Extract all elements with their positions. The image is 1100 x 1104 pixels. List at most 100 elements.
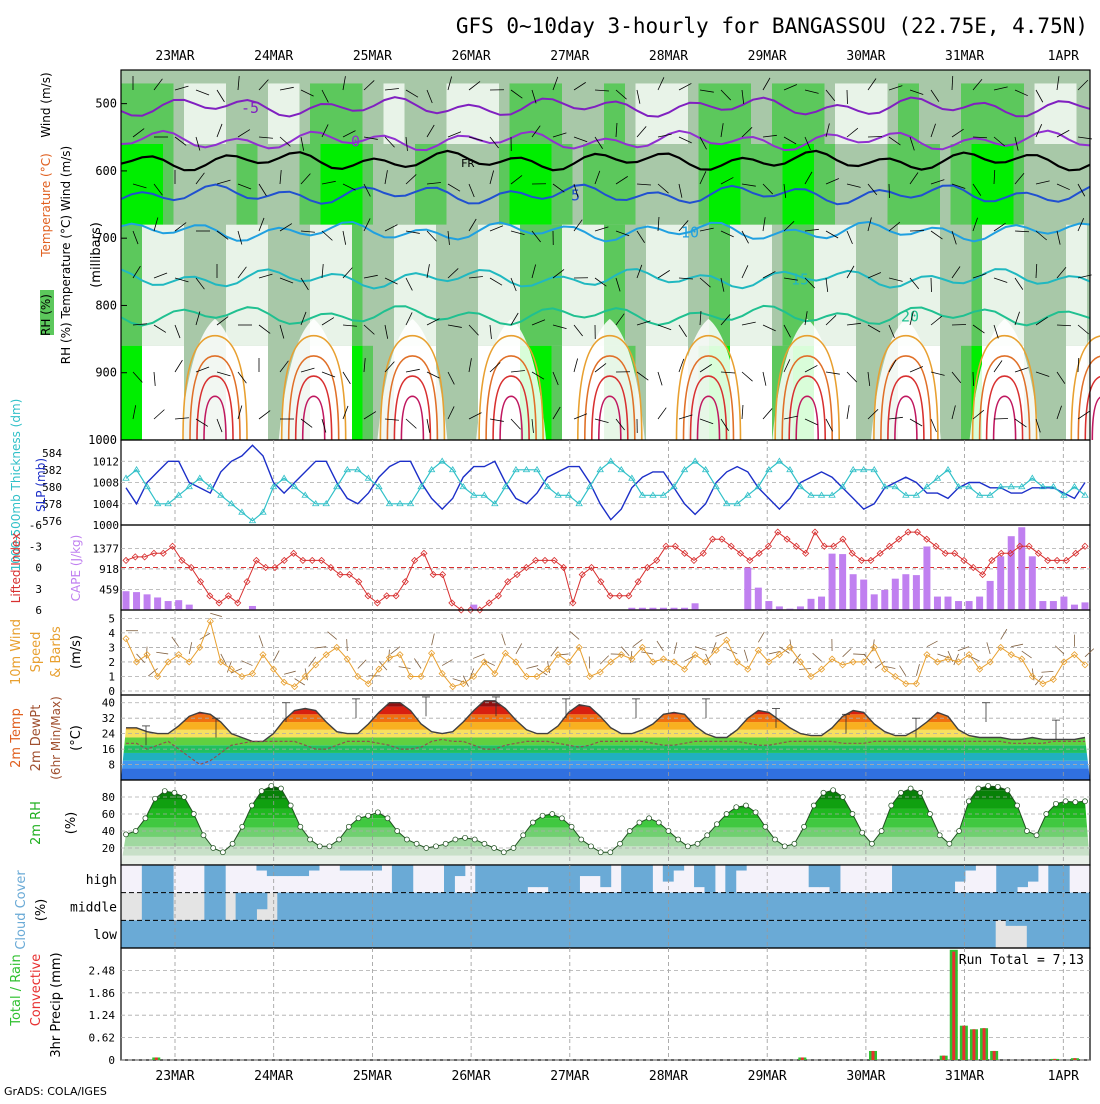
cape-bar — [808, 599, 815, 610]
rh-cell-mid — [835, 144, 846, 225]
cloud-low-bar — [795, 920, 806, 948]
precip-convective-bar — [801, 1057, 804, 1060]
cloud-low-bar — [353, 920, 364, 948]
cloud-row-label: high — [86, 873, 117, 888]
rh2m-point — [995, 784, 1000, 789]
cloud-high-bar — [402, 865, 413, 893]
precip-legend-rain: Total / Rain — [9, 954, 24, 1027]
pressure-tick: 600 — [95, 164, 117, 178]
cloud-low-bar — [648, 920, 659, 948]
cape-bar — [987, 581, 994, 610]
cloud-high-bar — [507, 865, 518, 893]
cloud-low-bar — [785, 920, 796, 948]
slp-tick: 1008 — [93, 477, 120, 490]
rh2m-point — [521, 833, 526, 838]
slp-tick: 1012 — [93, 455, 120, 468]
rh2m-point — [124, 832, 129, 837]
rh-cell-low — [247, 225, 258, 346]
cape-bar — [133, 592, 140, 610]
cloud-high-bar — [475, 865, 486, 893]
day-label-bottom: 27MAR — [550, 1069, 589, 1084]
rh-cell-mid — [720, 144, 731, 225]
cloud-row-label: low — [94, 928, 118, 943]
rh-cell-upper — [216, 83, 227, 144]
cloud-middle-bar — [840, 893, 851, 921]
temp-label-a: 2m Temp — [9, 708, 24, 768]
cloud-low-bar — [837, 920, 848, 948]
rh-cell-low — [982, 225, 993, 346]
cloud-high-bar — [152, 865, 163, 893]
rh2m-point — [792, 841, 797, 846]
cloud-middle-bar — [590, 893, 601, 921]
cloud-low-bar — [974, 920, 985, 948]
rh-cell-upper — [604, 83, 615, 144]
rh-cell-upper — [426, 83, 437, 144]
rh-cell-low — [373, 225, 384, 346]
cloud-high-bar — [204, 865, 215, 893]
chart-title: GFS 0~10day 3-hourly for BANGASSOU (22.7… — [456, 14, 1088, 38]
day-label-top: 23MAR — [155, 49, 194, 64]
cloud-axis-label: Cloud Cover — [14, 870, 29, 950]
cloud-low-bar — [132, 920, 143, 948]
isotherm-label: 0 — [351, 133, 360, 151]
rh-cell-low — [457, 225, 468, 346]
cloud-middle-bar — [965, 893, 976, 921]
rh2m-point — [821, 790, 826, 795]
cape-tick: 1377 — [93, 542, 120, 555]
rh-cell-surface — [132, 346, 143, 440]
rh2m-point — [162, 789, 167, 794]
cloud-low-bar — [342, 920, 353, 948]
cloud-high-bar — [256, 865, 267, 871]
rh2m-point — [840, 795, 845, 800]
cape-bar — [1008, 536, 1015, 610]
rh-cell-mid — [594, 144, 605, 225]
rh-cell-low — [468, 225, 479, 346]
rh-cell-mid — [930, 144, 941, 225]
rh-cell-low — [772, 225, 783, 346]
rh-cell-low — [394, 225, 405, 346]
cloud-low-bar — [1079, 920, 1090, 948]
cloud-middle-bar — [152, 893, 163, 921]
rh-cell-mid — [520, 144, 531, 225]
rh-tick: 60 — [102, 808, 115, 821]
rh-cell-upper — [972, 83, 983, 144]
rh-cell-surface — [468, 346, 479, 440]
rh-cell-mid — [1066, 144, 1077, 225]
cloud-middle-bar — [882, 893, 893, 921]
cloud-low-bar — [290, 920, 301, 948]
cloud-low-bar — [900, 920, 911, 948]
rh-cell-upper — [132, 83, 143, 144]
rh-cell-surface — [121, 346, 132, 440]
cloud-low-bar — [921, 920, 932, 948]
cloud-middle-bar — [204, 893, 215, 921]
rh-cell-upper — [919, 83, 930, 144]
cape-bar — [1071, 605, 1078, 610]
rh-cell-surface — [552, 346, 563, 440]
cloud-low-bar — [490, 920, 501, 948]
rh-cell-upper — [709, 83, 720, 144]
cloud-low-bar — [395, 920, 406, 948]
rh-cell-upper — [331, 83, 342, 144]
rh-cell-low — [762, 225, 773, 346]
rh-cell-upper — [930, 83, 941, 144]
rh2m-point — [385, 816, 390, 821]
day-label-top: 25MAR — [353, 49, 392, 64]
cloud-middle-bar — [1027, 893, 1038, 921]
cloud-low-bar — [911, 920, 922, 948]
cape-bar — [818, 597, 825, 610]
rh-cell-mid — [499, 144, 510, 225]
pressure-tick: 1000 — [88, 433, 117, 447]
precip-convective-bar — [972, 1029, 975, 1060]
wind-tick: 4 — [108, 627, 115, 640]
pressure-tick: 900 — [95, 366, 117, 380]
rh2m-point — [676, 837, 681, 842]
rh-cell-surface — [951, 346, 962, 440]
cloud-middle-bar — [923, 893, 934, 921]
rh-cell-low — [867, 225, 878, 346]
rh2m-point — [850, 812, 855, 817]
cloud-low-bar — [732, 920, 743, 948]
cloud-low-bar — [279, 920, 290, 948]
cloud-high-bar — [496, 865, 507, 893]
rh-cell-upper — [1066, 83, 1077, 144]
rh2m-point — [898, 790, 903, 795]
